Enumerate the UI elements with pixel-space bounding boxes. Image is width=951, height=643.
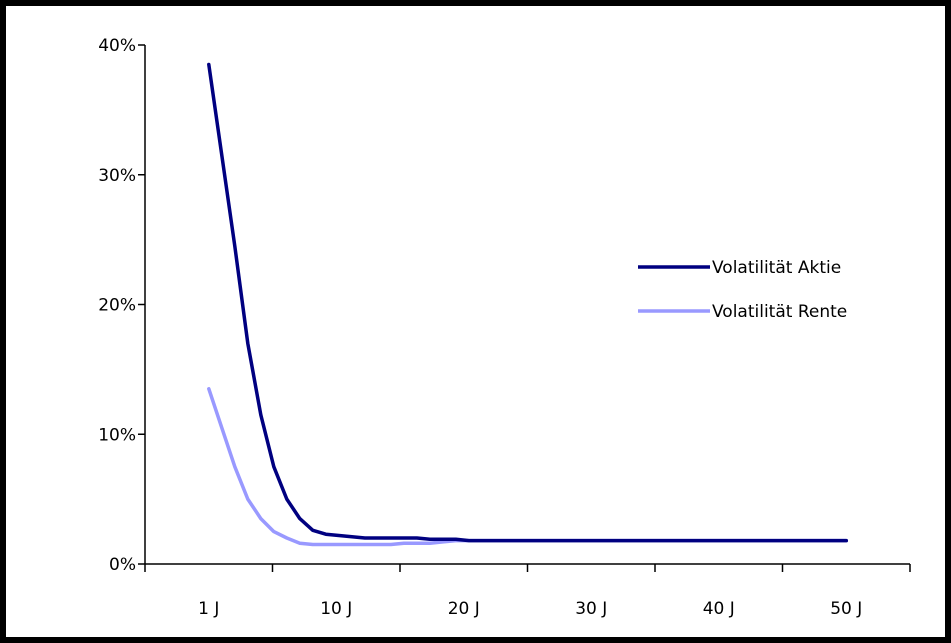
x-tick-label: 50 J (830, 599, 862, 619)
x-tick-label: 10 J (320, 599, 352, 619)
chart-axes: 0% 10% 20% 30% 40% 1 J 10 J 20 J 30 J 40 J 50 J (98, 36, 911, 619)
x-tick-label: 40 J (703, 599, 735, 619)
series-line-0 (207, 62, 849, 543)
y-tick-label: 20% (98, 296, 136, 316)
x-tick-label: 1 J (198, 599, 219, 619)
y-tick-label: 30% (98, 166, 136, 186)
x-tick-label: 20 J (448, 599, 480, 619)
chart-legend: Volatilität Aktie Volatilität Rente (638, 258, 847, 322)
x-tick-label: 30 J (575, 599, 607, 619)
y-tick-label: 0% (109, 555, 136, 575)
legend-label: Volatilität Aktie (712, 258, 841, 278)
series-layer (207, 62, 849, 547)
legend-label: Volatilität Rente (712, 302, 847, 322)
y-tick-label: 10% (98, 425, 136, 445)
y-tick-label: 40% (98, 36, 136, 56)
